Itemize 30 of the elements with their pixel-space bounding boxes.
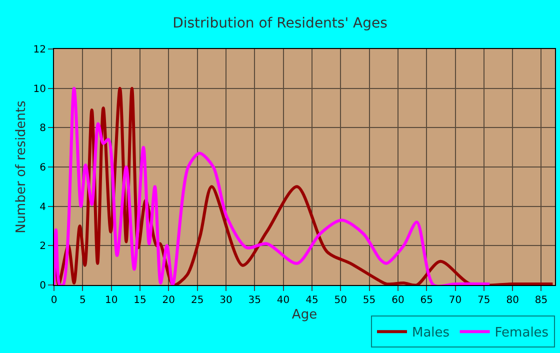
x-tick-label: 75 <box>478 295 490 306</box>
y-axis-title: Number of residents <box>14 100 30 234</box>
x-tick-label: 50 <box>334 295 347 306</box>
x-tick-label: 40 <box>276 295 290 306</box>
y-tick-label: 12 <box>33 44 46 56</box>
x-tick-label: 45 <box>306 295 318 306</box>
x-tick-label: 15 <box>134 295 146 306</box>
x-tick-label: 70 <box>448 295 462 306</box>
x-tick-label: 10 <box>104 295 118 306</box>
x-tick-label: 55 <box>362 295 376 306</box>
x-tick-label: 25 <box>190 295 204 306</box>
legend-label: Males <box>412 326 450 341</box>
x-tick-label: 30 <box>220 295 232 306</box>
x-tick-label: 35 <box>248 295 261 306</box>
y-tick-label: 8 <box>40 123 46 134</box>
chart-title: Distribution of Residents' Ages <box>172 15 388 32</box>
y-tick-label: 2 <box>40 241 46 252</box>
x-tick-label: 5 <box>79 295 86 306</box>
x-axis-title: Age <box>292 308 318 323</box>
y-tick-label: 0 <box>40 280 46 292</box>
y-tick-label: 4 <box>40 202 46 213</box>
x-tick-label: 85 <box>534 295 548 306</box>
y-tick-label: 10 <box>33 84 46 95</box>
legend-label: Females <box>494 326 549 341</box>
x-tick-label: 60 <box>392 295 404 306</box>
x-tick-label: 80 <box>506 295 519 306</box>
x-tick-label: 20 <box>162 295 176 306</box>
x-tick-label: 0 <box>50 295 58 306</box>
x-tick-label: 65 <box>420 295 433 306</box>
y-tick-label: 6 <box>40 162 46 174</box>
